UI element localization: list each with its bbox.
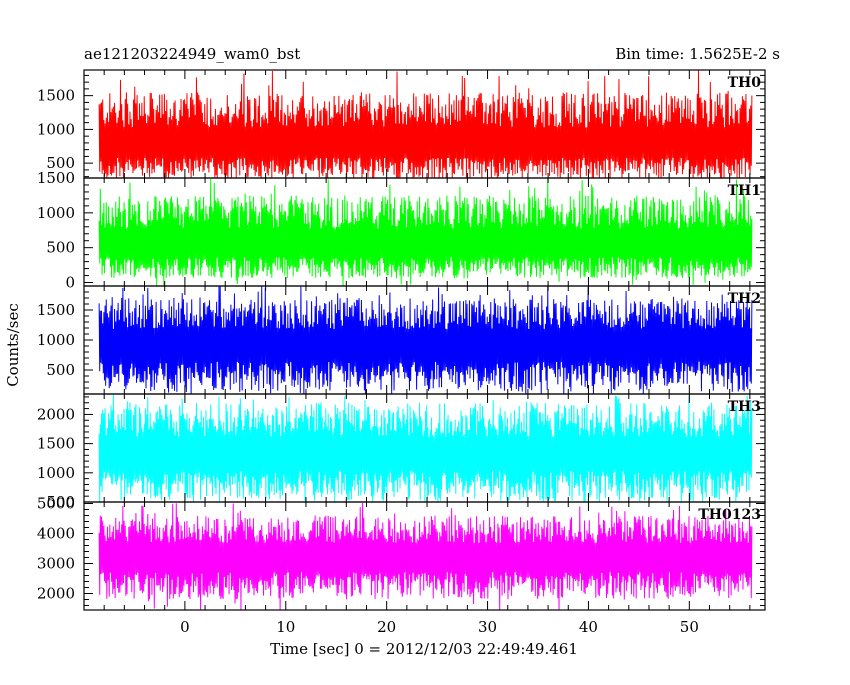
y-tick-label: 500 (46, 239, 75, 257)
y-tick-label: 3000 (37, 555, 75, 573)
y-tick-label: 1000 (37, 204, 75, 222)
y-tick-label: 0 (65, 274, 75, 292)
y-tick-label: 500 (46, 493, 75, 511)
x-tick-label: 10 (276, 618, 295, 636)
y-tick-label: 1000 (37, 331, 75, 349)
y-axis-label: Counts/sec (4, 303, 22, 387)
series-line-th0 (98, 70, 753, 178)
panel-label: TH0123 (698, 507, 761, 523)
y-tick-label: 500 (46, 361, 75, 379)
series-line-th1 (98, 178, 753, 286)
chart-title-right: Bin time: 1.5625E-2 s (615, 45, 780, 63)
panel-label: TH1 (728, 183, 761, 199)
x-axis-label: Time [sec] 0 = 2012/12/03 22:49:49.461 (270, 640, 578, 658)
chart-title-left: ae121203224949_wam0_bst (84, 45, 300, 63)
y-tick-label: 1500 (37, 169, 75, 187)
panel-th0123: 2000 3000 4000 5000 TH0123 (37, 495, 766, 611)
y-tick-label: 1000 (37, 464, 75, 482)
series-line-th0123 (98, 502, 753, 610)
series-line-th2 (98, 286, 753, 394)
y-tick-label: 500 (46, 154, 75, 172)
panel-label: TH0 (728, 75, 762, 91)
x-tick-label: 0 (180, 618, 190, 636)
x-tick-label: 40 (579, 618, 598, 636)
y-tick-label: 1000 (37, 120, 75, 138)
series-line-th3 (98, 394, 753, 502)
panel-th0: 500 1000 1500 TH0 (37, 69, 766, 179)
panel-label: TH3 (728, 399, 761, 415)
x-tick-label: 30 (478, 618, 497, 636)
panel-th3: 500 1000 1500 2000 TH3 (37, 393, 766, 511)
panel-th1: 0 500 1000 1500 TH1 (37, 169, 766, 292)
panel-label: TH2 (728, 291, 761, 307)
y-tick-label: 1500 (37, 87, 75, 105)
y-tick-label: 2000 (37, 585, 75, 603)
y-tick-label: 5000 (37, 495, 75, 513)
panels-group: 50010001500TH0050010001500TH150010001500… (37, 69, 766, 636)
y-tick-label: 4000 (37, 525, 75, 543)
x-tick-label: 50 (680, 618, 699, 636)
panel-th2: 500 1000 1500 TH2 (37, 285, 766, 395)
y-tick-label: 2000 (37, 405, 75, 423)
y-tick-label: 1500 (37, 435, 75, 453)
x-tick-label: 20 (377, 618, 396, 636)
panel-frame (83, 501, 766, 611)
y-tick-label: 1500 (37, 301, 75, 319)
